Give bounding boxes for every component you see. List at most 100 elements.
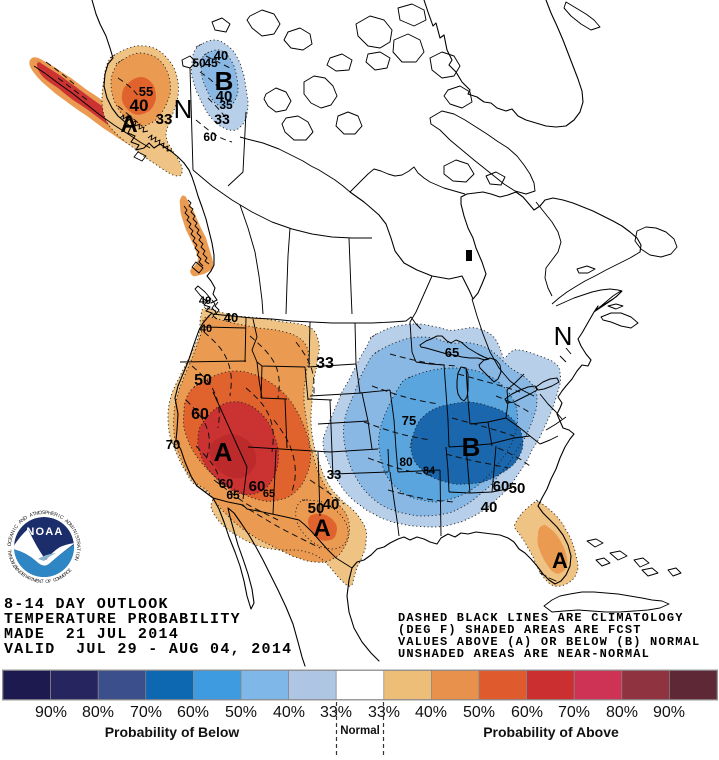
svg-text:D: D (23, 515, 30, 522)
svg-text:I: I (75, 551, 81, 553)
svg-text:50: 50 (308, 500, 325, 517)
svg-text:40%: 40% (415, 704, 447, 721)
svg-text:84: 84 (423, 465, 436, 477)
svg-text:U: U (10, 560, 16, 566)
svg-text:O: O (45, 579, 49, 584)
svg-text:I: I (12, 527, 18, 531)
svg-text:40: 40 (481, 499, 498, 516)
svg-text:50: 50 (192, 56, 206, 70)
svg-text:I: I (57, 513, 61, 519)
svg-text:B: B (462, 432, 481, 462)
svg-text:S: S (73, 535, 80, 541)
svg-text:B: B (215, 66, 234, 96)
svg-text:D: D (18, 570, 24, 576)
svg-text:A: A (63, 518, 70, 525)
svg-text:A: A (13, 564, 20, 571)
svg-text:65: 65 (226, 488, 240, 502)
svg-text:A: A (7, 551, 14, 556)
svg-text:MADE 21 JUL 2014: MADE 21 JUL 2014 (4, 626, 179, 643)
svg-text:60: 60 (203, 130, 217, 144)
svg-text:O: O (7, 542, 13, 546)
svg-text:80%: 80% (82, 704, 114, 721)
svg-text:Probability of Above: Probability of Above (483, 724, 619, 740)
svg-text:I: I (11, 561, 17, 565)
svg-text:UNSHADED AREAS ARE NEAR-NORMAL: UNSHADED AREAS ARE NEAR-NORMAL (398, 647, 650, 661)
svg-text:33: 33 (316, 355, 334, 372)
svg-text:T: T (74, 538, 80, 542)
svg-text:(DEG F) SHADED AREAS ARE FCST: (DEG F) SHADED AREAS ARE FCST (398, 623, 642, 637)
svg-text:P: P (22, 573, 27, 579)
svg-text:33: 33 (327, 467, 341, 482)
svg-text:M: M (57, 575, 63, 581)
svg-text:60%: 60% (177, 704, 209, 721)
svg-text:33: 33 (156, 111, 173, 128)
svg-text:S: S (42, 510, 46, 516)
svg-text:I: I (70, 526, 76, 530)
svg-text:E: E (20, 571, 26, 577)
svg-text:E: E (61, 572, 66, 578)
svg-text:O: O (38, 510, 43, 516)
svg-text:P: P (45, 510, 49, 516)
svg-text:C: C (7, 539, 14, 544)
svg-text:60: 60 (249, 478, 266, 495)
svg-text:40: 40 (200, 323, 212, 335)
svg-text:80: 80 (399, 455, 413, 469)
svg-text:60: 60 (219, 476, 233, 491)
svg-text:70: 70 (166, 437, 180, 452)
svg-text:.: . (15, 567, 20, 571)
svg-text:I: I (72, 532, 78, 536)
svg-text:A: A (25, 574, 31, 580)
svg-text:50: 50 (509, 480, 526, 497)
svg-text:DASHED BLACK LINES ARE CLIMATO: DASHED BLACK LINES ARE CLIMATOLOGY (398, 611, 684, 625)
svg-text:N: N (8, 554, 15, 560)
svg-text:40: 40 (130, 96, 149, 115)
svg-text:40: 40 (214, 48, 228, 63)
svg-text:N: N (71, 528, 78, 534)
svg-text:R: R (63, 570, 69, 576)
svg-text:VALID JUL 29 - AUG 04, 2014: VALID JUL 29 - AUG 04, 2014 (4, 641, 292, 658)
svg-text:50: 50 (194, 372, 212, 389)
svg-text:40: 40 (323, 496, 340, 513)
svg-text:N: N (20, 516, 27, 523)
svg-text:A: A (9, 532, 16, 538)
svg-text:E: E (50, 511, 55, 518)
svg-text:R: R (53, 512, 59, 519)
svg-text:40%: 40% (273, 704, 305, 721)
svg-text:T: T (32, 511, 37, 518)
svg-text:C: C (65, 569, 71, 575)
svg-text:70%: 70% (558, 704, 590, 721)
svg-text:N: N (15, 567, 22, 574)
svg-text:O: O (9, 557, 16, 563)
svg-text:65: 65 (263, 488, 275, 500)
svg-text:80%: 80% (606, 704, 638, 721)
svg-text:60: 60 (493, 478, 510, 495)
svg-text:E: E (8, 535, 15, 540)
svg-text:C: C (58, 514, 65, 521)
svg-text:A: A (552, 548, 568, 573)
svg-text:75: 75 (402, 413, 416, 428)
svg-text:E: E (35, 578, 39, 584)
svg-text:.: . (12, 563, 17, 567)
svg-text:O: O (54, 576, 60, 582)
svg-text:D: D (65, 520, 72, 527)
svg-text:H: H (47, 510, 52, 517)
svg-text:N: N (554, 321, 573, 351)
svg-text:M: M (32, 577, 37, 583)
svg-text:N: N (10, 529, 17, 535)
svg-text:R: R (27, 575, 33, 581)
svg-text:C: C (13, 523, 20, 530)
svg-text:N: N (174, 94, 193, 124)
svg-text:M: M (59, 573, 65, 579)
svg-text:35: 35 (219, 98, 233, 112)
svg-text:40: 40 (199, 295, 211, 307)
svg-text:E: E (67, 567, 73, 573)
svg-text:A: A (17, 518, 24, 525)
svg-text:N: N (37, 579, 41, 584)
svg-text:S: S (13, 564, 19, 569)
svg-text:90%: 90% (35, 704, 67, 721)
svg-text:60: 60 (191, 406, 209, 423)
svg-text:50%: 50% (225, 704, 257, 721)
svg-text:A: A (214, 437, 233, 467)
svg-text:T: T (75, 548, 81, 551)
svg-text:R: R (75, 541, 81, 546)
